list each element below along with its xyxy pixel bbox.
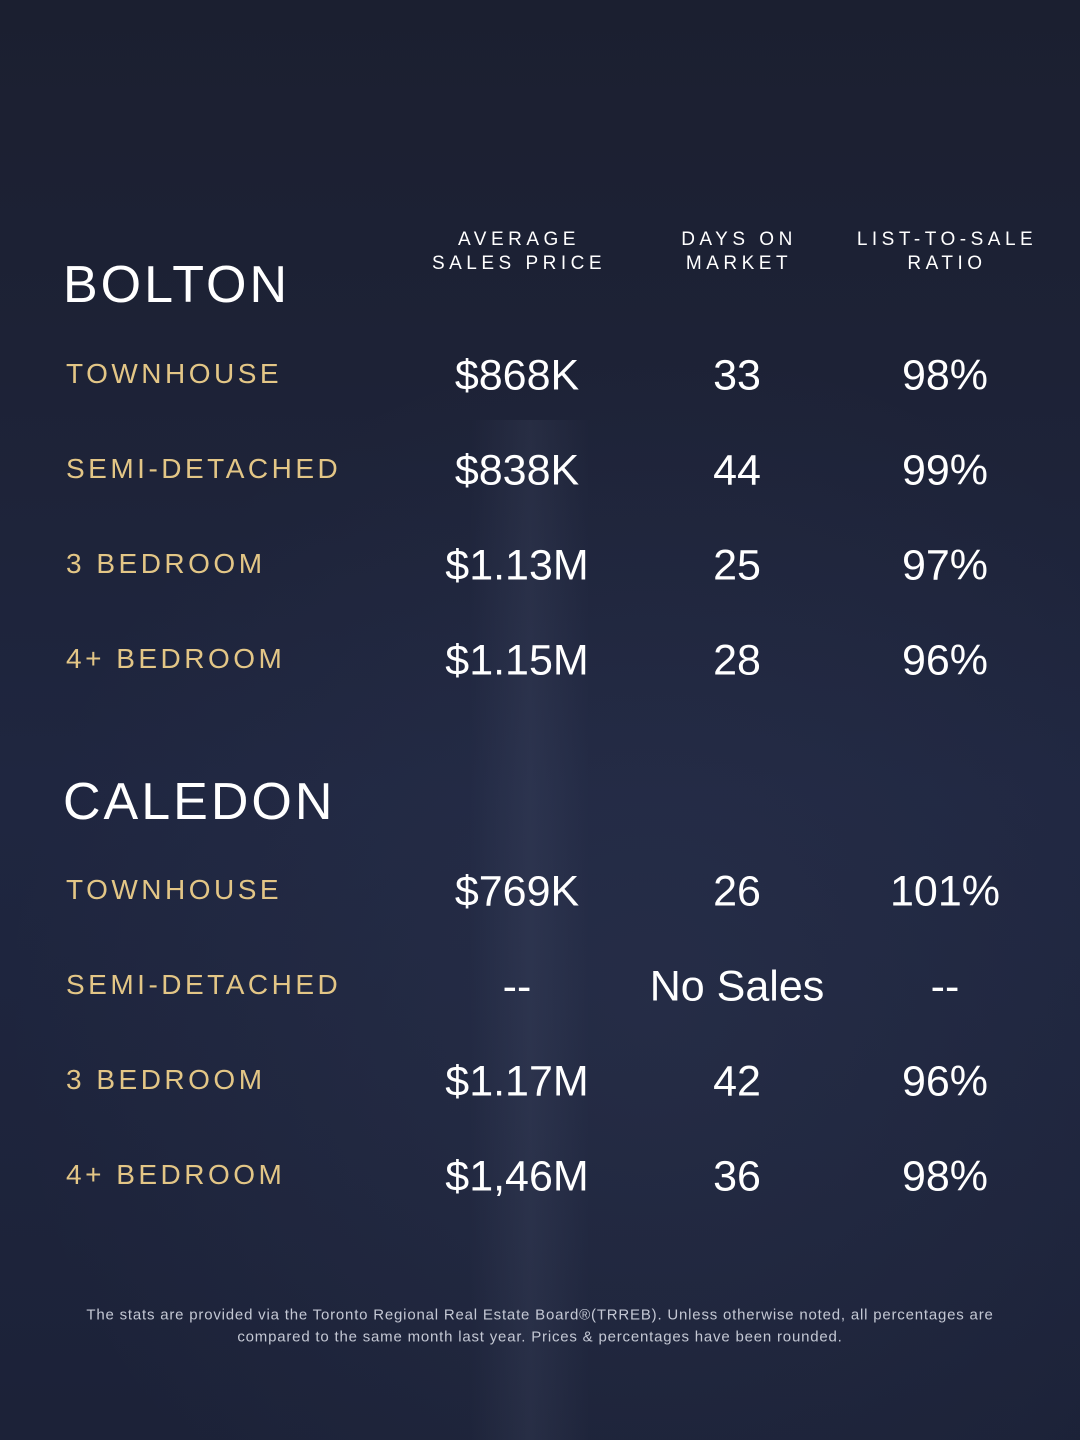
cell-value: $838K (454, 446, 580, 495)
cell-value: 26 (713, 867, 761, 916)
cell-value: $1.15M (445, 636, 589, 685)
cell-value: $769K (454, 867, 580, 916)
row-label: 3 BEDROOM (66, 1064, 266, 1095)
row-label: 4+ BEDROOM (66, 1159, 286, 1190)
cell-value: 33 (713, 351, 761, 400)
section-title: BOLTON (63, 256, 291, 314)
column-header: SALES PRICE (431, 253, 607, 274)
cell-value: No Sales (649, 962, 825, 1011)
column-header: MARKET (685, 253, 793, 274)
column-header: LIST-TO-SALE (856, 229, 1038, 250)
column-header: AVERAGE (458, 229, 580, 250)
row-label: TOWNHOUSE (66, 874, 283, 905)
cell-value: 96% (901, 1057, 989, 1106)
row-label: 3 BEDROOM (66, 548, 266, 579)
cell-value: 99% (901, 446, 989, 495)
row-label: TOWNHOUSE (66, 358, 283, 389)
cell-value: 42 (713, 1057, 761, 1106)
row-label: SEMI-DETACHED (66, 969, 342, 1000)
background-road (470, 420, 590, 1440)
cell-value: 36 (713, 1152, 761, 1201)
footnote: The stats are provided via the Toronto R… (86, 1306, 994, 1324)
background-haze (0, 340, 1080, 1440)
cell-value: 28 (713, 636, 761, 685)
cell-value: 97% (901, 541, 989, 590)
cell-value: $1.13M (445, 541, 589, 590)
cell-value: 44 (713, 446, 761, 495)
cell-value: 98% (901, 351, 989, 400)
cell-value: -- (502, 962, 532, 1011)
column-header: DAYS ON (681, 229, 797, 250)
footnote: compared to the same month last year. Pr… (237, 1328, 843, 1346)
column-header: RATIO (907, 253, 987, 274)
cell-value: $868K (454, 351, 580, 400)
cell-value: 25 (713, 541, 761, 590)
cell-value: 98% (901, 1152, 989, 1201)
section-title: CALEDON (63, 773, 336, 831)
cell-value: 101% (890, 867, 1000, 916)
cell-value: 96% (901, 636, 989, 685)
cell-value: -- (930, 962, 960, 1011)
row-label: SEMI-DETACHED (66, 453, 342, 484)
cell-value: $1.17M (445, 1057, 589, 1106)
cell-value: $1,46M (445, 1152, 589, 1201)
row-label: 4+ BEDROOM (66, 643, 286, 674)
